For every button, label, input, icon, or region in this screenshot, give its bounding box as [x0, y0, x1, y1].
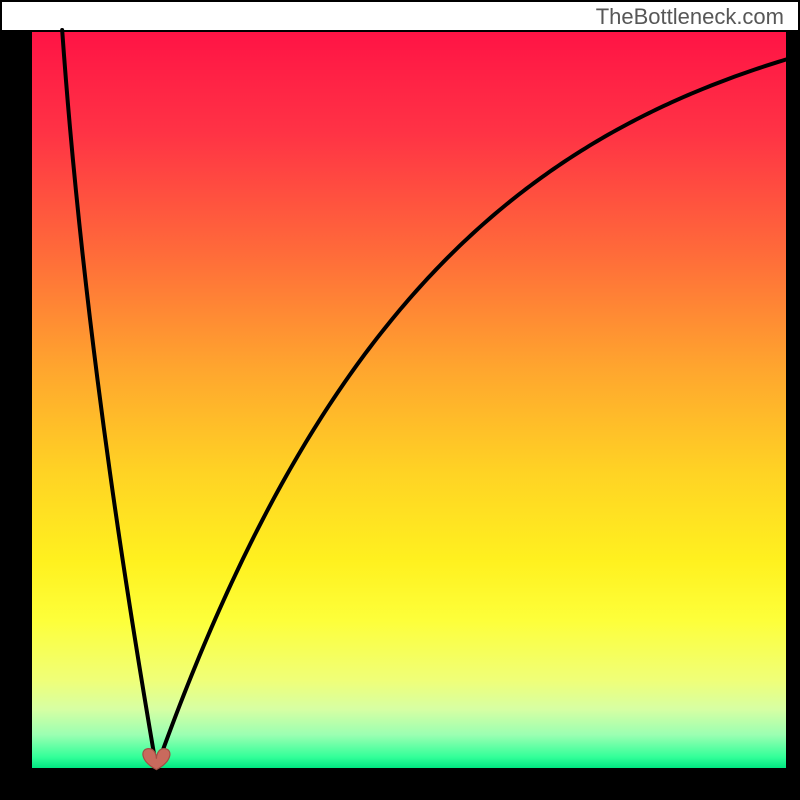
watermark-text: TheBottleneck.com: [596, 4, 784, 30]
chart-canvas: TheBottleneck.com: [0, 0, 800, 800]
chart-svg: [0, 0, 800, 800]
